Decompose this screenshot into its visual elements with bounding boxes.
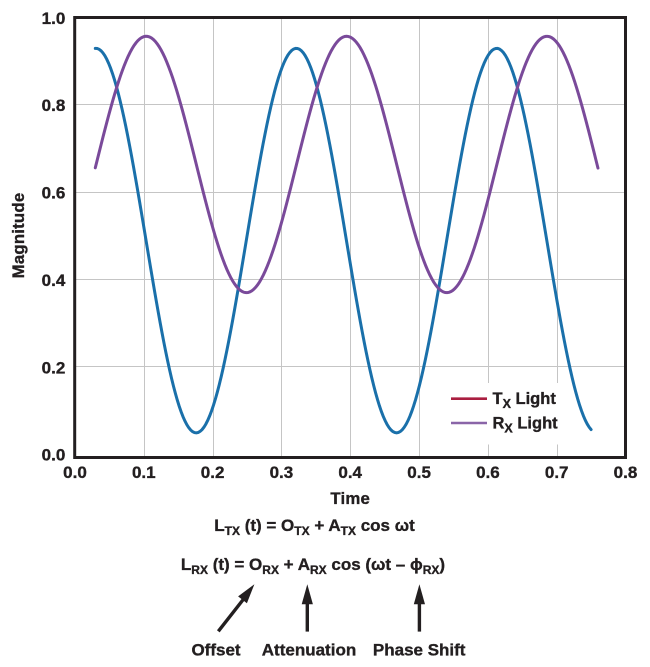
svg-text:0.5: 0.5 bbox=[407, 463, 431, 482]
svg-text:0.8: 0.8 bbox=[42, 96, 66, 115]
svg-text:LTX (t) = OTX + ATX cos ωt: LTX (t) = OTX + ATX cos ωt bbox=[214, 516, 415, 538]
svg-text:LRX (t) = ORX + ARX cos (ωt –: LRX (t) = ORX + ARX cos (ωt – ϕRX) bbox=[181, 555, 445, 577]
svg-text:0.8: 0.8 bbox=[614, 463, 638, 482]
svg-text:Attenuation: Attenuation bbox=[262, 641, 356, 660]
svg-text:RX Light: RX Light bbox=[493, 415, 559, 436]
svg-text:0.6: 0.6 bbox=[476, 463, 500, 482]
svg-text:0.2: 0.2 bbox=[42, 358, 66, 377]
svg-text:Time: Time bbox=[330, 489, 370, 508]
svg-text:Magnitude: Magnitude bbox=[9, 193, 28, 279]
svg-text:0.1: 0.1 bbox=[132, 463, 156, 482]
svg-text:1.0: 1.0 bbox=[42, 9, 66, 28]
svg-text:0.3: 0.3 bbox=[270, 463, 294, 482]
svg-text:Offset: Offset bbox=[191, 641, 240, 660]
svg-text:0.0: 0.0 bbox=[63, 463, 87, 482]
svg-text:0.6: 0.6 bbox=[42, 184, 66, 203]
svg-text:Phase Shift: Phase Shift bbox=[373, 641, 466, 660]
svg-text:0.4: 0.4 bbox=[338, 463, 362, 482]
svg-text:0.0: 0.0 bbox=[42, 446, 66, 465]
svg-text:0.7: 0.7 bbox=[545, 463, 569, 482]
svg-text:TX Light: TX Light bbox=[493, 390, 557, 411]
svg-text:0.4: 0.4 bbox=[42, 271, 66, 290]
svg-text:0.2: 0.2 bbox=[201, 463, 225, 482]
